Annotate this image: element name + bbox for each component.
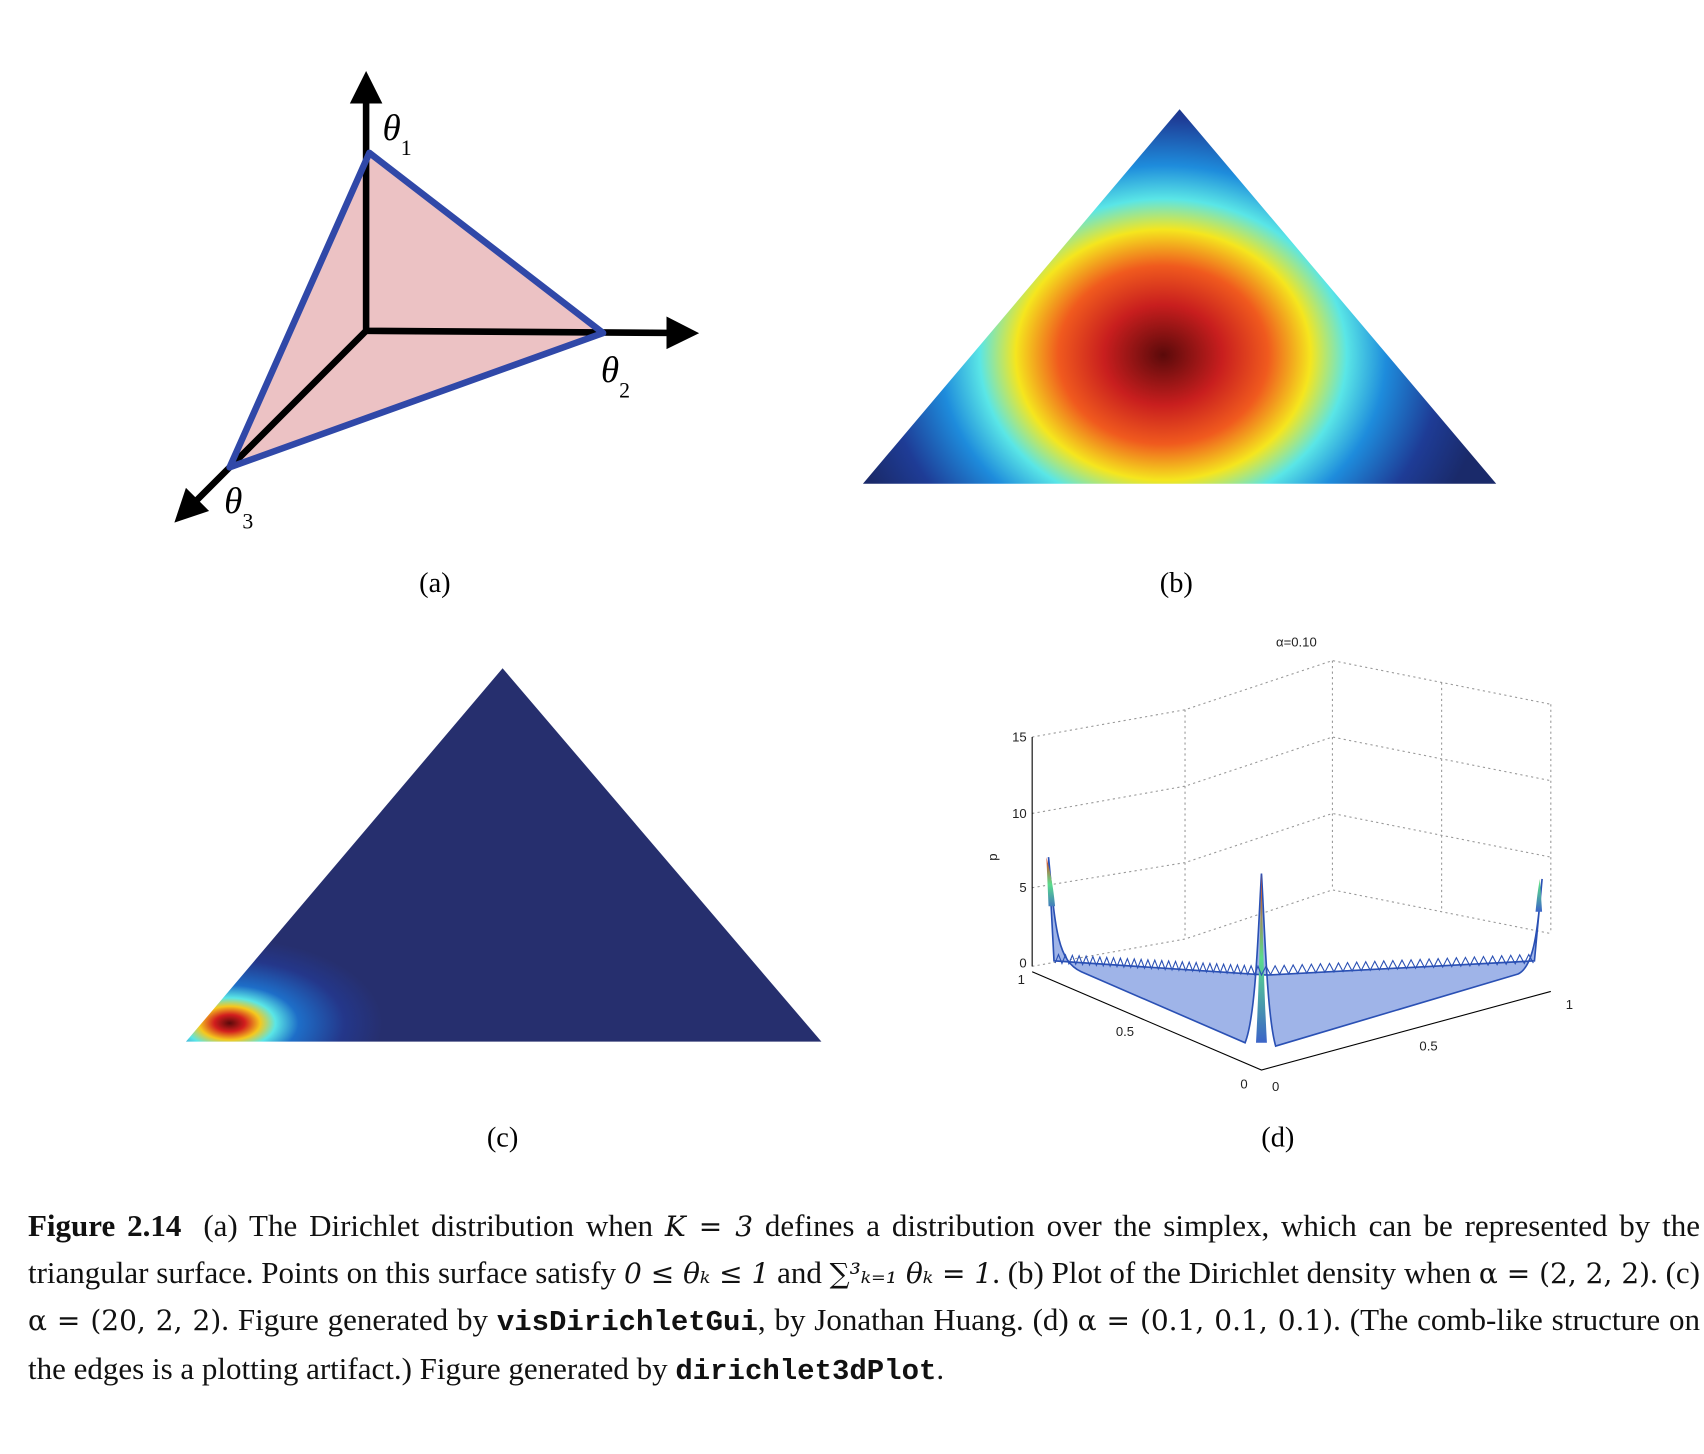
- z-axis-label: p: [985, 853, 1000, 860]
- axis: [174, 328, 369, 523]
- density-simplex: [185, 668, 822, 1042]
- caption-text: , by Jonathan Huang. (d): [757, 1302, 1078, 1337]
- panel-b: (b): [862, 109, 1497, 599]
- y-tick-label: 0: [1272, 1079, 1279, 1094]
- code: dirichlet3dPlot: [675, 1355, 937, 1388]
- axis-label: θ1: [382, 108, 411, 160]
- panel-label: (c): [487, 1122, 519, 1153]
- simplex: [229, 152, 604, 468]
- density-surface: [1047, 857, 1543, 1048]
- math: α = (20, 2, 2): [28, 1304, 222, 1337]
- panel-d: α=0.10 p 15 10 5 0 1 0.5 0 0 0.5 1 (d): [985, 634, 1573, 1153]
- subscript: 3: [242, 509, 253, 533]
- symbol: θ: [382, 108, 400, 149]
- panel-label: (d): [1261, 1122, 1294, 1153]
- panel-label: (b): [1160, 568, 1193, 599]
- caption-text: . (The comb-like structure on the edges …: [28, 1302, 1700, 1386]
- axis-label: θ2: [601, 350, 630, 402]
- figure: θ1 θ2 θ3 (a) (b) (c) α=0.10 p 15: [174, 70, 1573, 1153]
- math: α = (2, 2, 2): [1478, 1257, 1651, 1290]
- caption-text: .: [936, 1351, 945, 1386]
- math: K = 3: [664, 1210, 754, 1243]
- box-grid: [1032, 660, 1552, 967]
- symbol: θ: [224, 481, 242, 522]
- comb-artifact: [1054, 953, 1534, 977]
- surface-spike: [1256, 873, 1267, 1043]
- z-tick-label: 15: [1012, 729, 1027, 744]
- density-simplex: [862, 109, 1497, 484]
- z-tick-label: 0: [1019, 955, 1026, 970]
- panel-c: (c): [185, 668, 822, 1153]
- axis: [366, 316, 700, 350]
- x-tick-label: 1: [1018, 972, 1025, 987]
- comb-line: [1054, 953, 1534, 977]
- panel-label: (a): [419, 568, 451, 599]
- subscript: 2: [619, 378, 630, 402]
- base-axes: [1031, 971, 1551, 1071]
- plot-title: α=0.10: [1276, 634, 1317, 649]
- y-tick-label: 1: [1566, 997, 1573, 1012]
- simplex-edge: [226, 149, 607, 471]
- z-tick-label: 10: [1012, 806, 1027, 821]
- caption-text: . Figure generated by: [221, 1302, 497, 1337]
- math: 0 ≤ θₖ ≤ 1: [623, 1257, 770, 1290]
- symbol: θ: [601, 350, 619, 391]
- caption-text: (a) The Dirichlet distribution when: [203, 1208, 665, 1243]
- surface-spike: [1046, 857, 1543, 912]
- subscript: 1: [401, 136, 412, 160]
- panel-a: θ1 θ2 θ3 (a): [174, 70, 700, 599]
- x-tick-label: 0.5: [1116, 1024, 1134, 1039]
- axis-label: θ3: [224, 481, 253, 533]
- caption-text: defines a distribution over the simplex,…: [28, 1208, 1701, 1290]
- caption-text: and: [769, 1255, 830, 1290]
- z-tick-label: 5: [1019, 880, 1026, 895]
- math: α = (0.1, 0.1, 0.1): [1077, 1304, 1334, 1337]
- caption-text: . (b) Plot of the Dirichlet density when: [992, 1255, 1479, 1290]
- caption-label: Figure 2.14: [28, 1208, 182, 1243]
- y-tick-label: 0.5: [1419, 1038, 1437, 1053]
- caption: Figure 2.14 (a) The Dirichlet distributio…: [28, 1203, 1700, 1395]
- x-tick-label: 0: [1240, 1077, 1247, 1092]
- code: visDirichletGui: [496, 1306, 758, 1339]
- caption-text: . (c): [1650, 1255, 1700, 1290]
- math: ∑³ₖ₌₁ θₖ = 1: [829, 1257, 993, 1290]
